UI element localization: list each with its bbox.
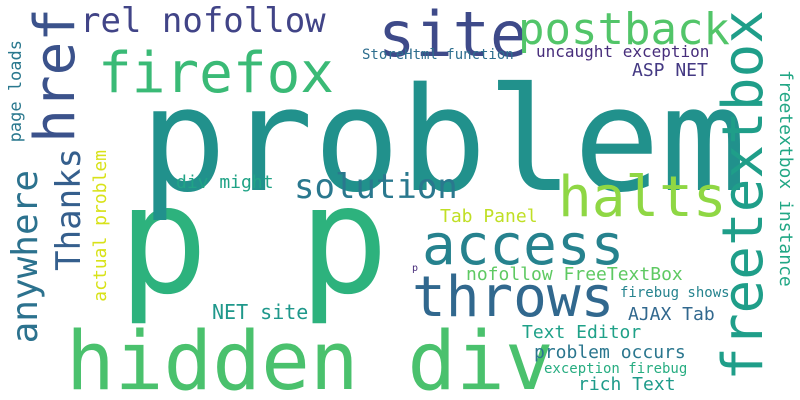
word-halts: halts: [558, 165, 727, 230]
word-rich-text: rich Text: [578, 374, 676, 395]
word-problem-occurs: problem occurs: [534, 342, 686, 363]
word-uncaught-exception: uncaught exception: [536, 42, 710, 61]
word-site: site: [378, 0, 528, 71]
word-div-might: div might: [176, 172, 274, 193]
word-p-p: p p: [118, 154, 389, 328]
word-nofollow-freetextbox: nofollow FreeTextBox: [466, 264, 683, 285]
word-asp-net: ASP NET: [632, 60, 708, 81]
word-tab-panel: Tab Panel: [440, 206, 538, 227]
word-throws: throws: [412, 265, 615, 330]
word-anywhere: anywhere: [5, 170, 46, 344]
word-rel-nofollow: rel nofollow: [80, 1, 326, 41]
word-exception-firebug: exception firebug: [544, 361, 688, 377]
word-firebug-shows: firebug shows: [620, 285, 730, 301]
word-href: href: [23, 8, 88, 143]
word-ajax-tab: AJAX Tab: [628, 304, 715, 325]
word-firefox: firefox: [98, 41, 335, 106]
word-solution: solution: [294, 167, 458, 207]
word-postback: postback: [518, 4, 730, 55]
word-hidden-div: hidden div: [66, 315, 554, 400]
word-actual-problem: actual problem: [90, 150, 111, 302]
word-thanks: Thanks: [49, 148, 89, 271]
word-problem: problem: [140, 56, 747, 224]
word-storehtml-function: StoreHtml function: [362, 47, 514, 63]
word-p-small: p: [412, 263, 419, 274]
word-net-site: NET site: [212, 300, 309, 324]
word-page-loads: page loads: [6, 40, 26, 143]
word-access: access: [422, 213, 625, 278]
word-text-editor: Text Editor: [522, 322, 642, 343]
word-freetextbox-instance: freetextbox instance: [775, 70, 796, 287]
